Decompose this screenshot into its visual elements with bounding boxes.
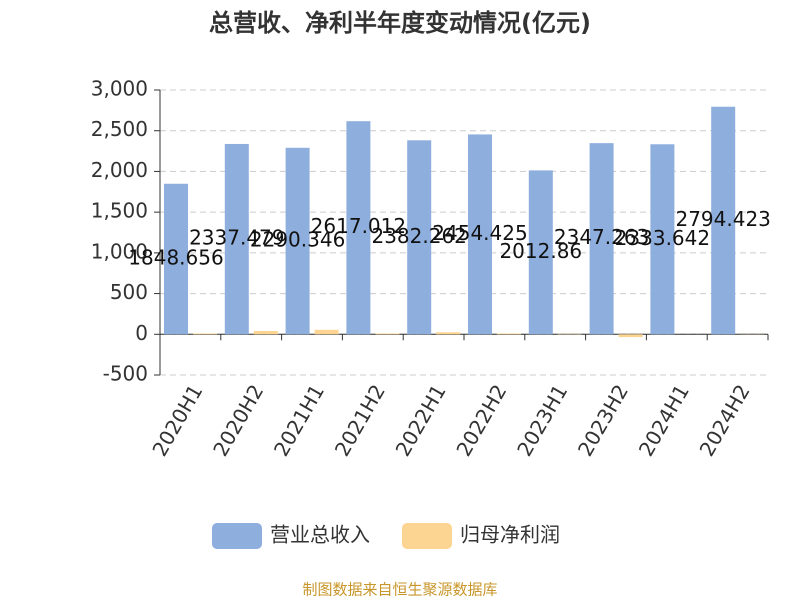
value-label: 2290.346	[250, 228, 345, 252]
bar	[346, 121, 371, 335]
y-tick-label: 3,000	[91, 77, 148, 101]
y-tick-label: 0	[135, 321, 148, 345]
y-tick-label: 2,500	[91, 117, 148, 141]
value-label: 2617.012	[311, 214, 406, 238]
bar	[650, 144, 675, 335]
x-tick-label: 2023H2	[573, 380, 633, 460]
legend-label: 营业总收入	[270, 523, 370, 547]
value-label: 2454.425	[432, 221, 527, 245]
y-tick-label: 1,500	[91, 199, 148, 223]
bar	[589, 143, 614, 335]
value-label: 2333.642	[615, 226, 710, 250]
x-tick-label: 2020H2	[208, 380, 268, 460]
bar	[164, 183, 188, 335]
x-tick-label: 2022H2	[451, 380, 511, 460]
x-tick-label: 2024H1	[634, 380, 694, 460]
legend-swatch	[402, 523, 452, 549]
bar	[407, 140, 432, 335]
y-tick-label: 1,000	[91, 239, 148, 263]
chart-title: 总营收、净利半年度变动情况(亿元)	[209, 9, 591, 37]
source-note: 制图数据来自恒生聚源数据库	[302, 581, 497, 599]
bar	[618, 334, 643, 338]
x-tick-label: 2024H2	[695, 380, 755, 460]
value-label: 2337.479	[189, 226, 284, 250]
bar	[253, 331, 278, 335]
bar	[193, 333, 217, 335]
legend-label: 归母净利润	[460, 523, 560, 547]
bar	[314, 329, 339, 335]
y-tick-label: 500	[110, 280, 148, 304]
x-tick-label: 2021H1	[269, 380, 329, 460]
x-tick-label: 2021H2	[330, 380, 390, 460]
value-label: 2794.423	[675, 207, 770, 231]
bar	[528, 170, 553, 335]
bar	[224, 143, 249, 335]
x-tick-label: 2020H1	[147, 380, 207, 460]
bar	[375, 333, 400, 335]
bar	[468, 134, 492, 335]
bar	[285, 147, 310, 335]
value-label: 2347.263	[554, 225, 649, 249]
y-tick-label: 2,000	[91, 158, 148, 182]
bar	[711, 106, 736, 335]
y-tick-label: -500	[103, 362, 148, 386]
value-label: 2012.86	[499, 239, 582, 263]
value-label: 1848.656	[128, 246, 223, 270]
legend-swatch	[212, 523, 262, 549]
value-label: 2382.262	[371, 224, 466, 248]
bar	[436, 332, 461, 335]
x-tick-label: 2023H1	[512, 380, 572, 460]
x-tick-label: 2022H1	[391, 380, 451, 460]
bar	[497, 333, 521, 335]
